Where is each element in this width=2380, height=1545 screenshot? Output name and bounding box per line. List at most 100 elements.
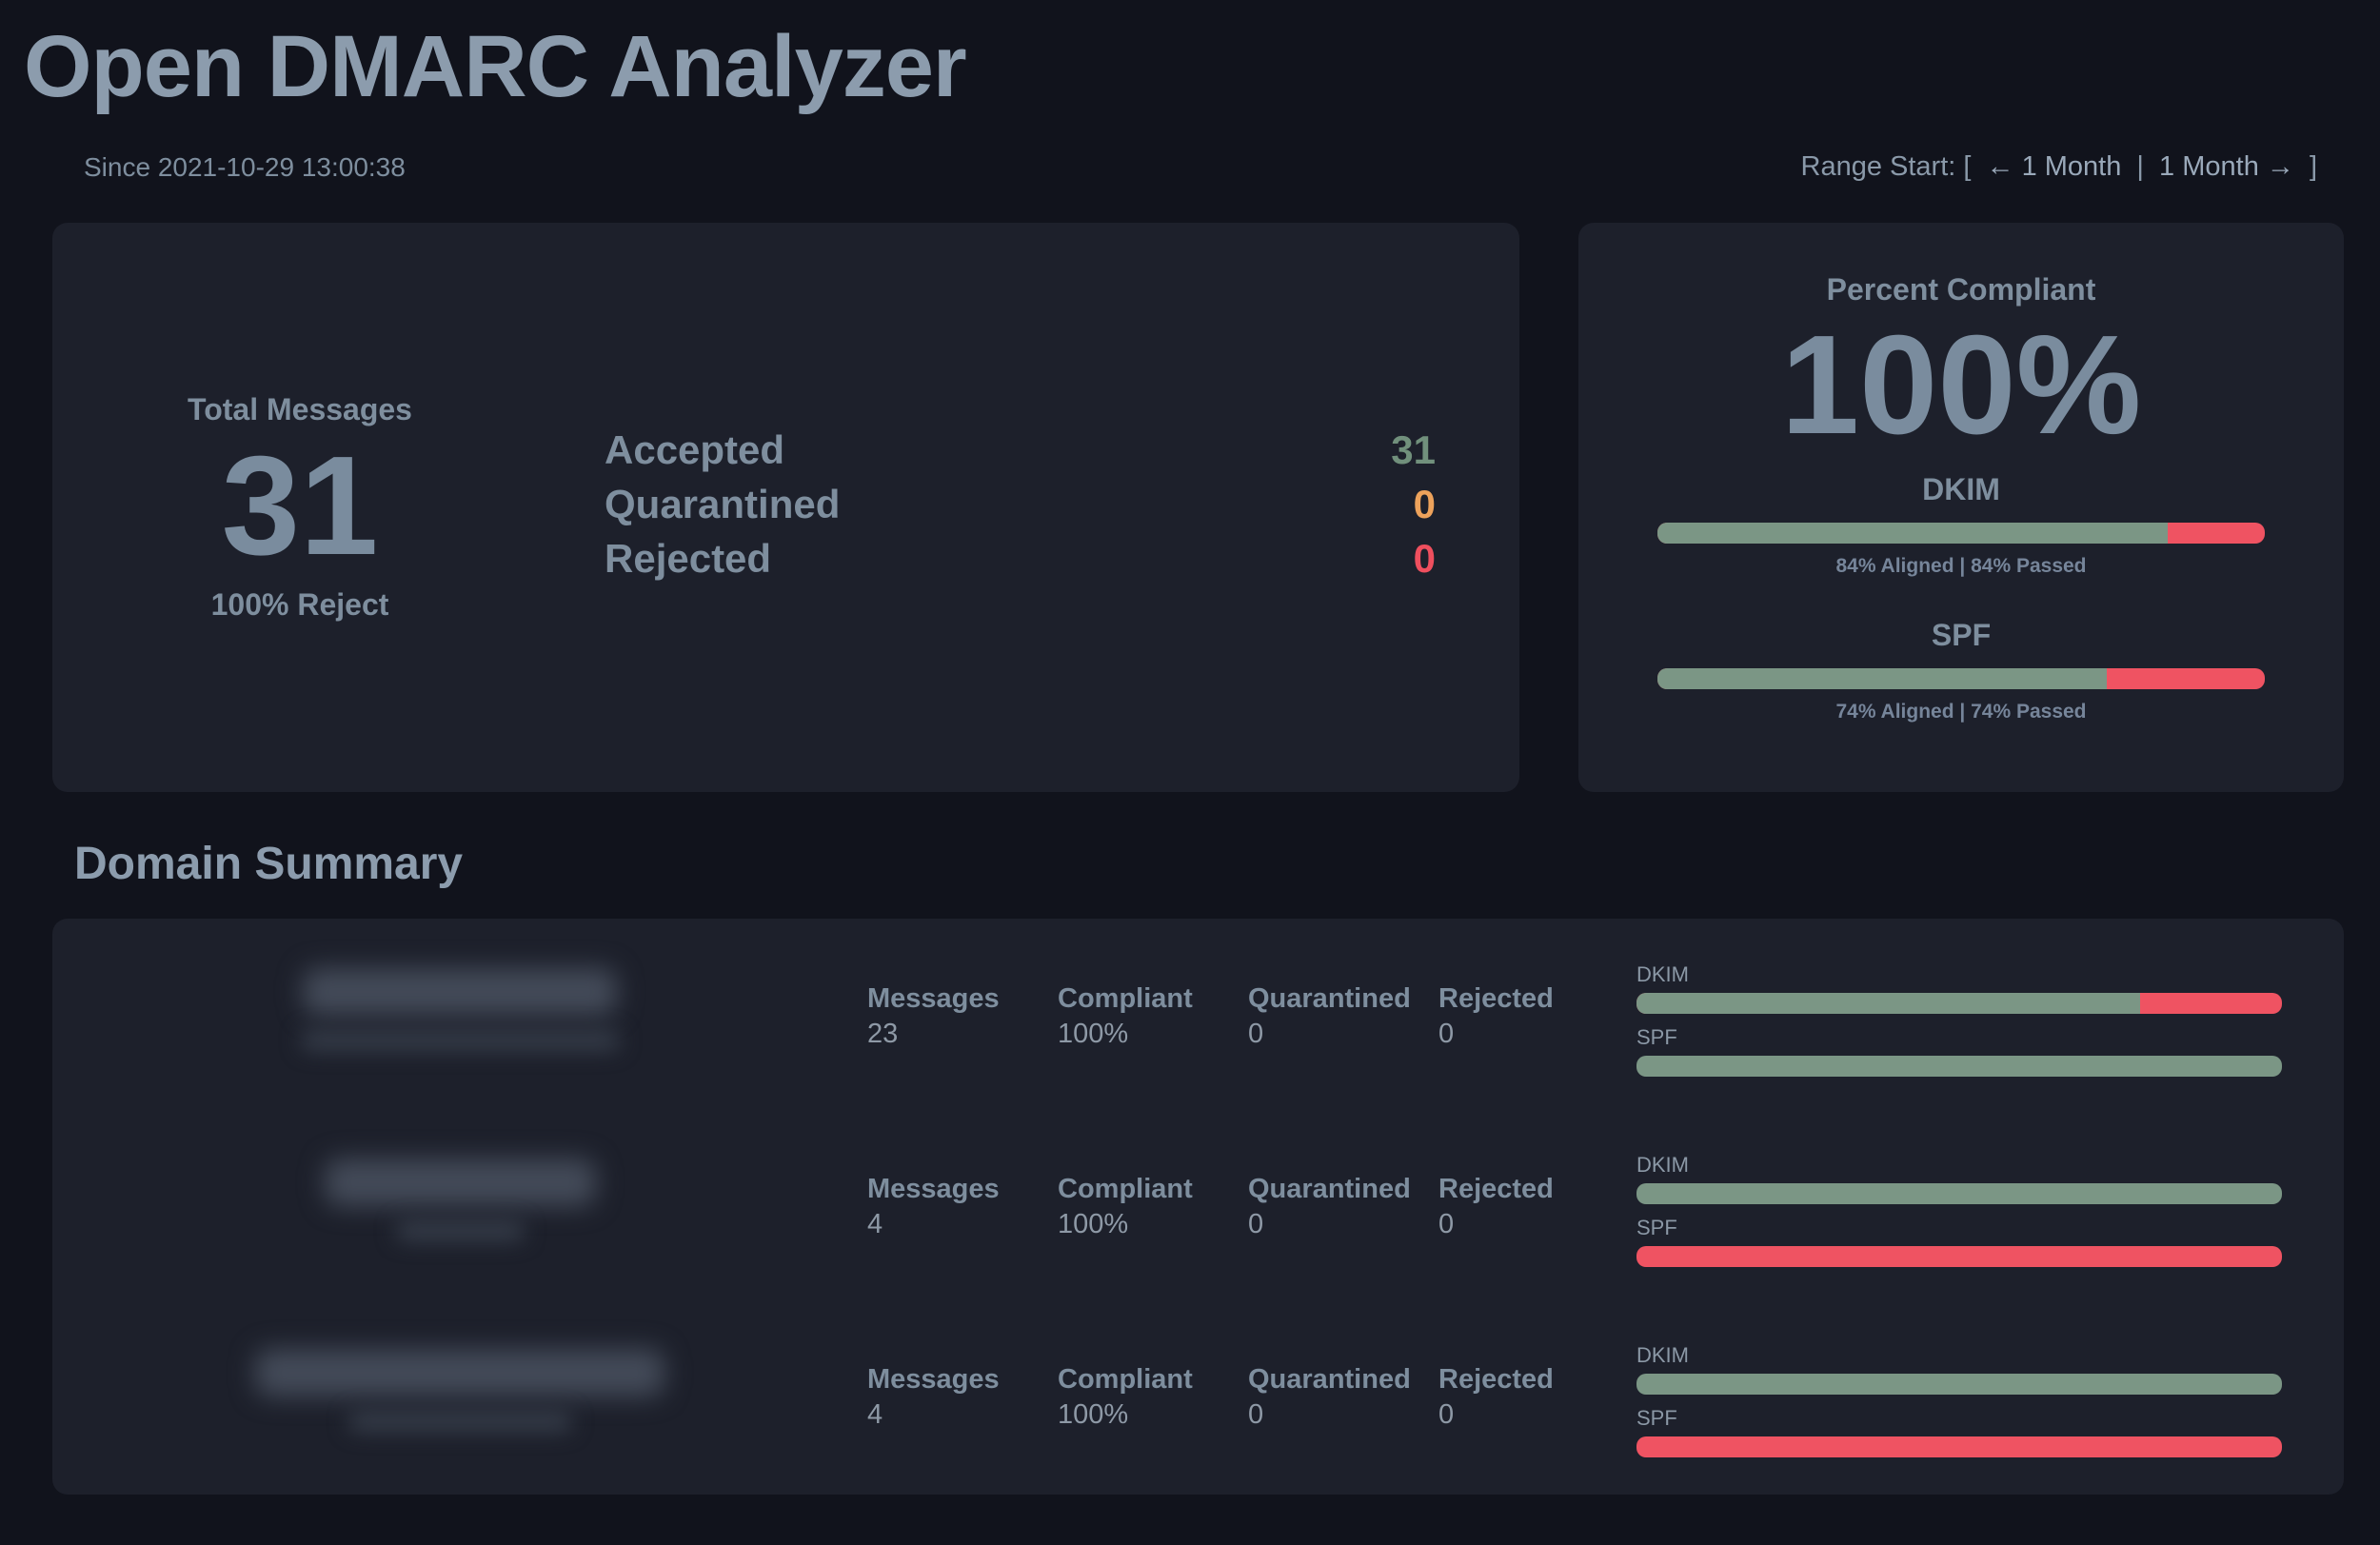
row-dkim-bar [1636,1374,2282,1395]
range-prev-month-link[interactable]: ← 1 Month [1986,151,2122,182]
rejected-value: 0 [1438,1399,1455,1430]
quarantined-value: 0 [1413,482,1436,526]
row-spf-label: SPF [1636,1025,1677,1049]
rejected-label: Rejected [605,536,772,581]
compliant-value: 100% [1058,1399,1129,1430]
disposition-quarantined: Quarantined 0 [605,477,1436,531]
dkim-metric-detail: 84% Aligned | 84% Passed [1835,555,2087,578]
messages-cell: Messages 4 [867,1341,1058,1431]
row-bars-cell: DKIM SPF [1636,1151,2282,1267]
row-bars-cell: DKIM SPF [1636,961,2282,1077]
row-dkim-label: DKIM [1636,962,1689,986]
domain-cell [52,961,867,1050]
domain-row: Messages 4 Compliant 100% Quarantined 0 … [52,1341,2344,1532]
rejected-header: Rejected [1438,1174,1554,1204]
row-dkim-fill [1636,1374,2282,1395]
compliant-header: Compliant [1058,983,1193,1014]
quarantined-cell: Quarantined 0 [1248,961,1438,1050]
dkim-metric: DKIM 84% Aligned | 84% Passed [1657,472,2265,578]
row-dkim-bar [1636,993,2282,1014]
accepted-label: Accepted [605,427,785,472]
compliant-cell: Compliant 100% [1058,1341,1248,1431]
row-bars-cell: DKIM SPF [1636,1341,2282,1457]
range-close-bracket: ] [2309,151,2317,182]
domain-name-redacted[interactable] [303,968,617,1016]
quarantined-label: Quarantined [605,482,841,526]
rejected-value: 0 [1413,536,1436,581]
range-start-control: Range Start: [ ← 1 Month | 1 Month → ] [1797,151,2321,183]
compliant-header: Compliant [1058,1364,1193,1395]
domain-summary-card: Messages 23 Compliant 100% Quarantined 0… [52,919,2344,1495]
rejected-value: 0 [1438,1209,1455,1239]
disposition-rejected: Rejected 0 [605,531,1436,585]
domain-detail-redacted [347,1412,572,1431]
total-messages-value: 31 [221,427,379,584]
rejected-header: Rejected [1438,1364,1554,1395]
compliant-cell: Compliant 100% [1058,1151,1248,1240]
disposition-accepted: Accepted 31 [605,423,1436,477]
range-start-label: Range Start: [ [1800,151,1972,182]
quarantined-header: Quarantined [1248,983,1411,1014]
messages-header: Messages [867,1364,1000,1395]
compliant-header: Compliant [1058,1174,1193,1204]
disposition-list: Accepted 31 Quarantined 0 Rejected 0 [547,423,1519,792]
row-spf-fill [1636,1056,2282,1077]
since-timestamp: Since 2021-10-29 13:00:38 [84,151,406,182]
row-dkim-bar [1636,1183,2282,1204]
messages-cell: Messages 4 [867,1151,1058,1240]
compliant-value: 100% [1058,1019,1129,1049]
domain-detail-redacted [300,1031,620,1050]
rejected-cell: Rejected 0 [1438,1151,1629,1240]
totals-block: Total Messages 31 100% Reject [52,392,547,792]
range-next-month-link[interactable]: 1 Month → [2159,151,2294,182]
meta-row: Since 2021-10-29 13:00:38 Range Start: [… [0,151,2380,183]
range-separator: | [2136,151,2144,182]
row-spf-bar [1636,1436,2282,1457]
rejected-cell: Rejected 0 [1438,961,1629,1050]
domain-row: Messages 4 Compliant 100% Quarantined 0 … [52,1151,2344,1341]
top-cards: Total Messages 31 100% Reject Accepted 3… [52,223,2344,792]
spf-metric: SPF 74% Aligned | 74% Passed [1657,618,2265,723]
accepted-value: 31 [1391,427,1436,472]
spf-metric-detail: 74% Aligned | 74% Passed [1835,701,2087,723]
messages-header: Messages [867,1174,1000,1204]
domain-detail-redacted [395,1221,525,1240]
quarantined-value: 0 [1248,1209,1264,1239]
compliant-cell: Compliant 100% [1058,961,1248,1050]
quarantined-cell: Quarantined 0 [1248,1341,1438,1431]
quarantined-header: Quarantined [1248,1364,1411,1395]
rejected-value: 0 [1438,1019,1455,1049]
domain-cell [52,1151,867,1240]
total-messages-label: Total Messages [188,392,412,426]
spf-metric-label: SPF [1931,618,1992,653]
domain-cell [52,1341,867,1431]
row-dkim-label: DKIM [1636,1153,1689,1177]
row-spf-bar [1636,1246,2282,1267]
percent-compliant-value: 100% [1780,307,2142,464]
quarantined-value: 0 [1248,1019,1264,1049]
domain-summary-rows: Messages 23 Compliant 100% Quarantined 0… [52,961,2344,1532]
row-spf-label: SPF [1636,1216,1677,1239]
page-title: Open DMARC Analyzer [24,18,967,115]
compliance-card: Percent Compliant 100% DKIM 84% Aligned … [1578,223,2344,792]
percent-compliant-label: Percent Compliant [1826,272,2096,307]
domain-name-redacted[interactable] [324,1159,596,1206]
row-spf-label: SPF [1636,1406,1677,1430]
domain-row: Messages 23 Compliant 100% Quarantined 0… [52,961,2344,1151]
row-dkim-fill [1636,1183,2282,1204]
messages-header: Messages [867,983,1000,1014]
row-spf-bar [1636,1056,2282,1077]
spf-progress-fill [1657,668,2108,690]
quarantined-cell: Quarantined 0 [1248,1151,1438,1240]
compliant-value: 100% [1058,1209,1129,1239]
messages-value: 23 [867,1019,899,1049]
dkim-progress-fill [1657,523,2168,545]
messages-value: 4 [867,1209,883,1239]
domain-name-redacted[interactable] [255,1349,664,1396]
dkim-progress-bar [1657,523,2265,545]
rejected-cell: Rejected 0 [1438,1341,1629,1431]
rejected-header: Rejected [1438,983,1554,1014]
messages-value: 4 [867,1399,883,1430]
quarantined-header: Quarantined [1248,1174,1411,1204]
